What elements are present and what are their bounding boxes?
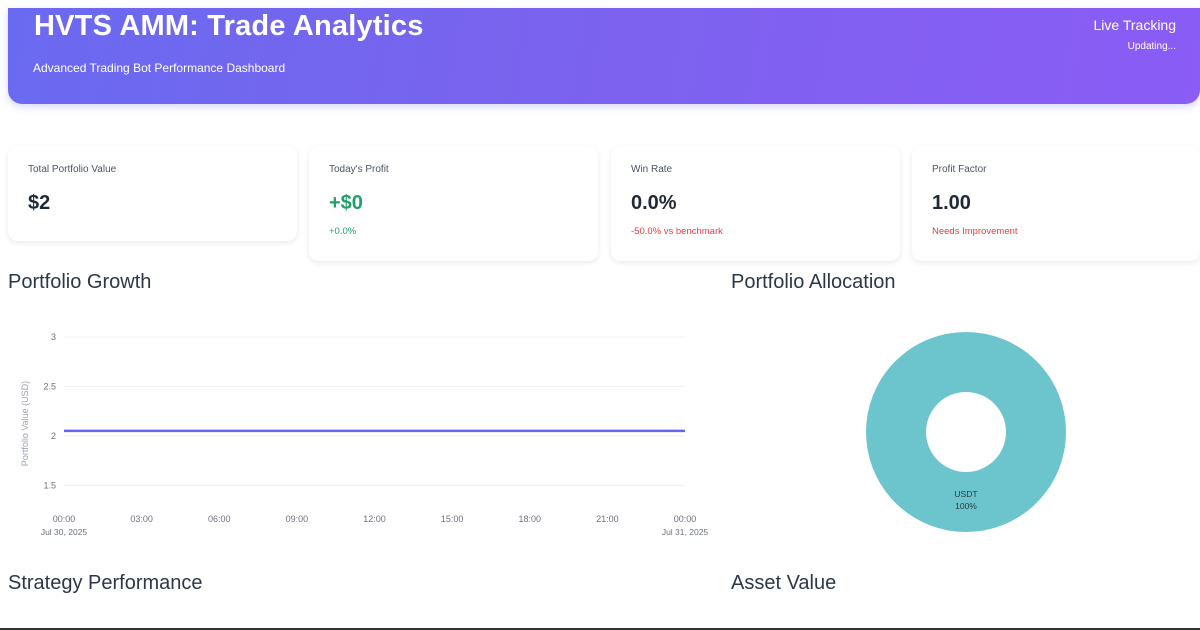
x-tick-label: 18:00 [518,514,541,524]
live-status-text: Updating... [1127,41,1176,52]
metric-change: -50.0% vs benchmark [631,226,723,237]
y-tick-label: 3 [51,332,56,342]
x-tick-label: 21:00 [596,514,619,524]
x-tick-date-label: Jul 31, 2025 [662,527,709,537]
metric-value: +$0 [329,192,363,214]
live-tracking-label: Live Tracking [1093,17,1176,33]
x-tick-label: 03:00 [130,514,153,524]
bottom-divider [0,628,1200,630]
y-tick-label: 1.5 [43,480,56,490]
x-tick-date-label: Jul 30, 2025 [41,527,88,537]
metric-card-total-portfolio: Total Portfolio Value $2 [8,146,297,241]
section-title-asset-value: Asset Value [731,572,837,594]
y-tick-label: 2 [51,431,56,441]
x-tick-label: 09:00 [286,514,309,524]
metric-change: +0.0% [329,226,357,237]
metric-card-todays-profit: Today's Profit +$0 +0.0% [309,146,598,261]
portfolio-allocation-chart: USDT 100% [866,332,1066,532]
metric-value: 0.0% [631,192,677,214]
metric-label: Today's Profit [329,164,389,175]
x-tick-label: 15:00 [441,514,464,524]
metric-label: Profit Factor [932,164,987,175]
metric-value: 1.00 [932,192,971,214]
dashboard-title: HVTS AMM: Trade Analytics [34,10,424,42]
y-tick-label: 2.5 [43,381,56,391]
metric-change: Needs Improvement [932,226,1018,237]
metric-card-win-rate: Win Rate 0.0% -50.0% vs benchmark [611,146,900,261]
metric-card-profit-factor: Profit Factor 1.00 Needs Improvement [912,146,1200,261]
metric-label: Win Rate [631,164,673,175]
dashboard-subtitle: Advanced Trading Bot Performance Dashboa… [33,61,286,75]
section-title-portfolio-growth: Portfolio Growth [8,271,152,293]
metric-value: $2 [28,192,51,214]
donut-slice-usdt [866,332,1066,532]
metric-label: Total Portfolio Value [28,164,117,175]
x-tick-label: 06:00 [208,514,231,524]
x-tick-label: 00:00 [53,514,76,524]
dashboard-header: HVTS AMM: Trade Analytics Advanced Tradi… [8,8,1200,104]
section-title-strategy-performance: Strategy Performance [8,572,203,594]
y-axis-label: Portfolio Value (USD) [20,381,30,466]
section-title-portfolio-allocation: Portfolio Allocation [731,271,896,293]
slice-label: USDT [954,489,977,499]
slice-percent-label: 100% [955,501,977,511]
x-tick-label: 12:00 [363,514,386,524]
x-tick-label: 00:00 [674,514,697,524]
portfolio-growth-chart: 3 2.5 2 1.5 00:00 Jul 30, 2025 03:00 06:00 09:00… [20,332,709,537]
